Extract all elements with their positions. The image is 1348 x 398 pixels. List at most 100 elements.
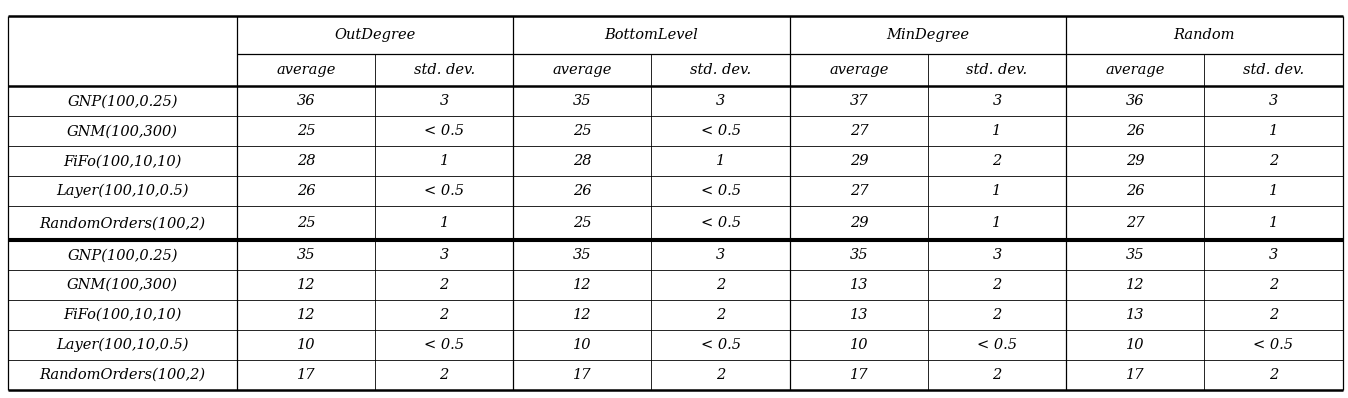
Text: 17: 17 — [297, 368, 315, 382]
Text: 10: 10 — [297, 338, 315, 352]
Text: 12: 12 — [573, 278, 592, 292]
Text: 25: 25 — [297, 124, 315, 139]
Text: 12: 12 — [297, 278, 315, 292]
Text: GNM(100,300): GNM(100,300) — [67, 124, 178, 139]
Text: 1: 1 — [1268, 124, 1278, 139]
Text: 2: 2 — [1268, 308, 1278, 322]
Text: 28: 28 — [297, 154, 315, 168]
Text: 17: 17 — [573, 368, 592, 382]
Text: 3: 3 — [1268, 248, 1278, 262]
Text: std. dev.: std. dev. — [690, 63, 751, 77]
Text: 25: 25 — [573, 124, 592, 139]
Text: 1: 1 — [439, 216, 449, 230]
Text: 29: 29 — [1126, 154, 1144, 168]
Text: < 0.5: < 0.5 — [1254, 338, 1294, 352]
Text: 35: 35 — [573, 248, 592, 262]
Text: 2: 2 — [1268, 368, 1278, 382]
Text: 35: 35 — [1126, 248, 1144, 262]
Text: < 0.5: < 0.5 — [425, 124, 464, 139]
Text: 3: 3 — [716, 248, 725, 262]
Text: 36: 36 — [1126, 94, 1144, 108]
Text: < 0.5: < 0.5 — [701, 124, 740, 139]
Text: 1: 1 — [1268, 216, 1278, 230]
Text: average: average — [1105, 63, 1165, 77]
Text: 13: 13 — [849, 308, 868, 322]
Text: 13: 13 — [1126, 308, 1144, 322]
Text: 26: 26 — [1126, 184, 1144, 198]
Text: FiFo(100,10,10): FiFo(100,10,10) — [63, 308, 182, 322]
Text: 35: 35 — [573, 94, 592, 108]
Text: 1: 1 — [992, 184, 1002, 198]
Text: 2: 2 — [992, 368, 1002, 382]
Text: 35: 35 — [297, 248, 315, 262]
Text: 27: 27 — [1126, 216, 1144, 230]
Text: 3: 3 — [439, 94, 449, 108]
Text: 37: 37 — [849, 94, 868, 108]
Text: GNP(100,0.25): GNP(100,0.25) — [67, 94, 178, 108]
Text: RandomOrders(100,2): RandomOrders(100,2) — [39, 368, 205, 382]
Text: 25: 25 — [573, 216, 592, 230]
Text: 1: 1 — [716, 154, 725, 168]
Text: 2: 2 — [716, 278, 725, 292]
Text: 17: 17 — [849, 368, 868, 382]
Text: average: average — [829, 63, 888, 77]
Text: 2: 2 — [439, 278, 449, 292]
Text: average: average — [276, 63, 336, 77]
Text: 28: 28 — [573, 154, 592, 168]
Text: 2: 2 — [1268, 154, 1278, 168]
Text: 2: 2 — [716, 368, 725, 382]
Text: std. dev.: std. dev. — [1243, 63, 1304, 77]
Text: 36: 36 — [297, 94, 315, 108]
Text: 10: 10 — [849, 338, 868, 352]
Text: std. dev.: std. dev. — [414, 63, 474, 77]
Text: 1: 1 — [439, 154, 449, 168]
Text: 26: 26 — [297, 184, 315, 198]
Text: 27: 27 — [849, 184, 868, 198]
Text: < 0.5: < 0.5 — [701, 338, 740, 352]
Text: Layer(100,10,0.5): Layer(100,10,0.5) — [57, 184, 189, 199]
Text: 3: 3 — [992, 94, 1002, 108]
Text: 2: 2 — [1268, 278, 1278, 292]
Text: 25: 25 — [297, 216, 315, 230]
Text: 12: 12 — [1126, 278, 1144, 292]
Text: MinDegree: MinDegree — [887, 28, 969, 42]
Text: 3: 3 — [992, 248, 1002, 262]
Text: average: average — [553, 63, 612, 77]
Text: Layer(100,10,0.5): Layer(100,10,0.5) — [57, 338, 189, 352]
Text: 10: 10 — [573, 338, 592, 352]
Text: 1: 1 — [1268, 184, 1278, 198]
Text: 13: 13 — [849, 278, 868, 292]
Text: 29: 29 — [849, 154, 868, 168]
Text: 2: 2 — [992, 278, 1002, 292]
Text: 2: 2 — [439, 368, 449, 382]
Text: GNP(100,0.25): GNP(100,0.25) — [67, 248, 178, 262]
Text: 26: 26 — [1126, 124, 1144, 139]
Text: 2: 2 — [716, 308, 725, 322]
Text: 2: 2 — [992, 154, 1002, 168]
Text: 1: 1 — [992, 124, 1002, 139]
Text: 3: 3 — [439, 248, 449, 262]
Text: 3: 3 — [1268, 94, 1278, 108]
Text: FiFo(100,10,10): FiFo(100,10,10) — [63, 154, 182, 168]
Text: RandomOrders(100,2): RandomOrders(100,2) — [39, 216, 205, 230]
Text: 1: 1 — [992, 216, 1002, 230]
Text: Random: Random — [1174, 28, 1235, 42]
Text: < 0.5: < 0.5 — [425, 184, 464, 198]
Text: std. dev.: std. dev. — [967, 63, 1027, 77]
Text: 26: 26 — [573, 184, 592, 198]
Text: 17: 17 — [1126, 368, 1144, 382]
Text: 3: 3 — [716, 94, 725, 108]
Text: OutDegree: OutDegree — [334, 28, 415, 42]
Text: 12: 12 — [573, 308, 592, 322]
Text: GNM(100,300): GNM(100,300) — [67, 278, 178, 292]
Text: 10: 10 — [1126, 338, 1144, 352]
Text: 35: 35 — [849, 248, 868, 262]
Text: < 0.5: < 0.5 — [425, 338, 464, 352]
Text: 2: 2 — [439, 308, 449, 322]
Text: < 0.5: < 0.5 — [701, 184, 740, 198]
Text: 27: 27 — [849, 124, 868, 139]
Text: < 0.5: < 0.5 — [701, 216, 740, 230]
Text: BottomLevel: BottomLevel — [605, 28, 698, 42]
Text: 2: 2 — [992, 308, 1002, 322]
Text: < 0.5: < 0.5 — [977, 338, 1016, 352]
